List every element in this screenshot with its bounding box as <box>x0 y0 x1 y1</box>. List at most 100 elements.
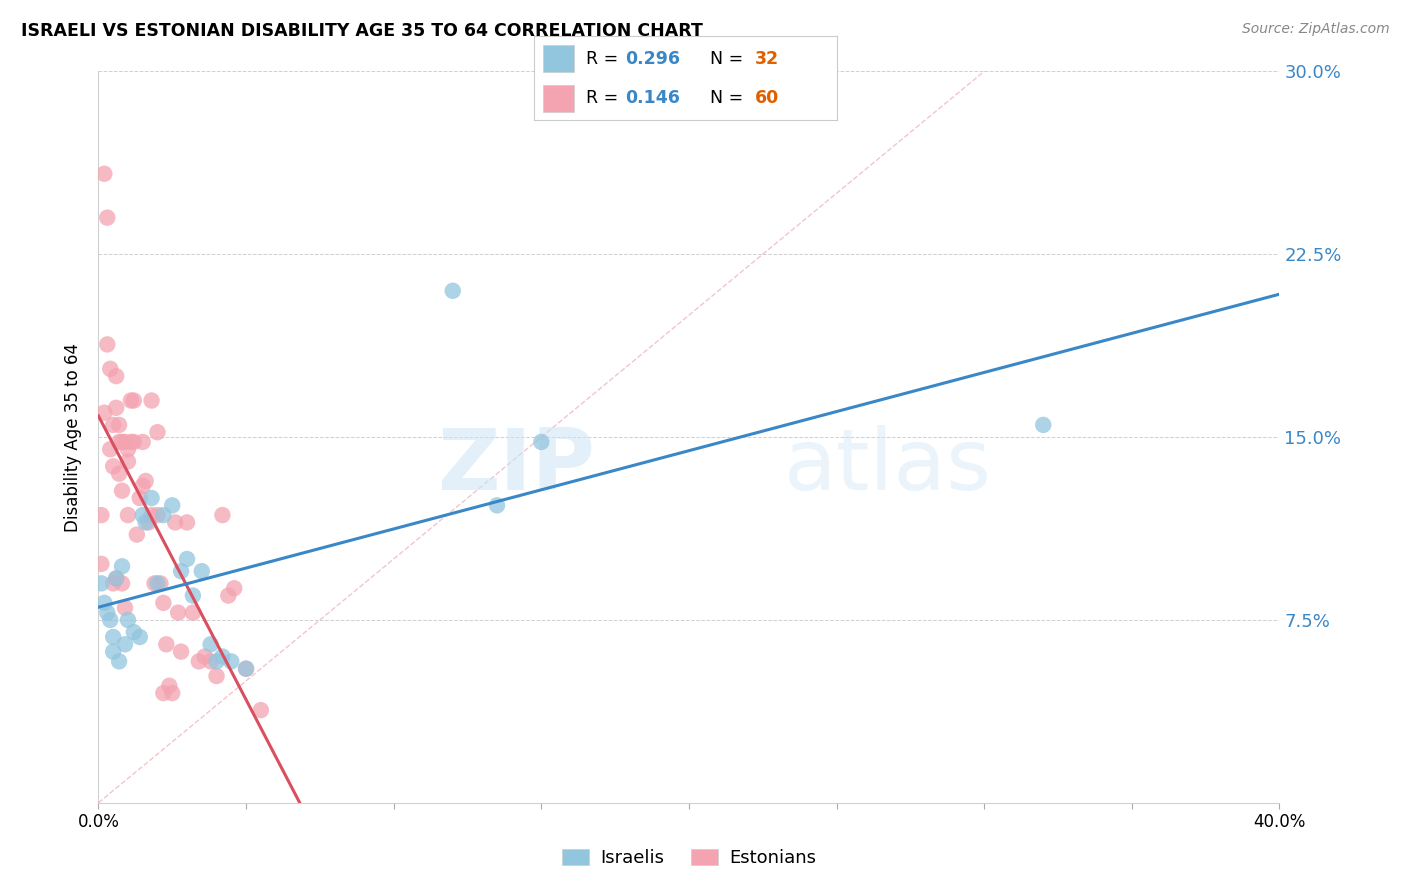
Point <box>170 564 193 578</box>
Point <box>250 703 273 717</box>
Point <box>191 564 214 578</box>
Point <box>146 425 169 440</box>
Point <box>98 442 121 457</box>
Point <box>141 491 163 505</box>
Point <box>98 361 121 376</box>
Point <box>200 637 222 651</box>
Point <box>167 606 190 620</box>
Point <box>170 645 193 659</box>
Point <box>96 211 118 225</box>
Point <box>111 483 134 498</box>
Point <box>162 686 183 700</box>
Point <box>114 637 136 651</box>
Text: atlas: atlas <box>783 425 991 508</box>
Point <box>486 499 509 513</box>
Point <box>105 572 128 586</box>
Bar <box>543 45 574 72</box>
Point <box>117 442 139 457</box>
Text: R =: R = <box>586 89 623 107</box>
Point <box>217 589 239 603</box>
Point <box>141 508 163 522</box>
Point <box>111 559 134 574</box>
Text: 0.296: 0.296 <box>624 50 681 68</box>
Point <box>149 576 172 591</box>
Text: ZIP: ZIP <box>437 425 595 508</box>
Point <box>221 654 243 668</box>
Text: N =: N = <box>710 89 748 107</box>
Point <box>132 434 155 449</box>
Point <box>146 508 169 522</box>
Point <box>114 434 136 449</box>
Text: N =: N = <box>710 50 748 68</box>
Point <box>117 613 139 627</box>
Text: 0.146: 0.146 <box>624 89 681 107</box>
Point <box>138 516 160 530</box>
Point <box>105 572 128 586</box>
Point <box>90 508 112 522</box>
Point <box>103 459 125 474</box>
Point <box>152 686 174 700</box>
Point <box>103 417 125 432</box>
Text: Source: ZipAtlas.com: Source: ZipAtlas.com <box>1241 22 1389 37</box>
Point <box>90 576 112 591</box>
Point <box>143 576 166 591</box>
Point <box>120 393 142 408</box>
Point <box>93 596 115 610</box>
Point <box>211 649 233 664</box>
Point <box>165 516 187 530</box>
Point <box>176 552 198 566</box>
Point <box>128 630 150 644</box>
Point <box>1032 417 1054 432</box>
Point <box>141 393 163 408</box>
Text: 32: 32 <box>755 50 779 68</box>
Point <box>125 527 148 541</box>
Point <box>103 630 125 644</box>
Point <box>108 467 131 481</box>
Legend: Israelis, Estonians: Israelis, Estonians <box>555 841 823 874</box>
Point <box>117 508 139 522</box>
Point <box>152 508 174 522</box>
Point <box>132 508 155 522</box>
Text: 60: 60 <box>755 89 779 107</box>
Point <box>111 576 134 591</box>
Point <box>120 434 142 449</box>
Text: ISRAELI VS ESTONIAN DISABILITY AGE 35 TO 64 CORRELATION CHART: ISRAELI VS ESTONIAN DISABILITY AGE 35 TO… <box>21 22 703 40</box>
Point <box>96 337 118 351</box>
Point <box>98 613 121 627</box>
Point <box>122 434 145 449</box>
Point <box>90 557 112 571</box>
Point <box>152 596 174 610</box>
Point <box>114 600 136 615</box>
Point <box>105 369 128 384</box>
Point <box>235 662 257 676</box>
Point <box>194 649 217 664</box>
Point <box>122 625 145 640</box>
Text: R =: R = <box>586 50 623 68</box>
Point <box>181 606 204 620</box>
Point <box>108 417 131 432</box>
Point <box>132 479 155 493</box>
Point <box>157 679 180 693</box>
Bar <box>543 85 574 112</box>
Point <box>205 654 228 668</box>
Point <box>117 454 139 468</box>
Point <box>211 508 233 522</box>
Point <box>176 516 198 530</box>
Point <box>122 393 145 408</box>
Y-axis label: Disability Age 35 to 64: Disability Age 35 to 64 <box>65 343 83 532</box>
Point <box>224 581 246 595</box>
Point <box>128 491 150 505</box>
Point <box>103 645 125 659</box>
Point <box>93 406 115 420</box>
Point <box>235 662 257 676</box>
Point <box>111 434 134 449</box>
Point <box>181 589 204 603</box>
Point <box>441 284 464 298</box>
Point <box>108 654 131 668</box>
Point <box>530 434 553 449</box>
Point <box>108 434 131 449</box>
Point <box>205 669 228 683</box>
Point <box>103 576 125 591</box>
Point <box>146 576 169 591</box>
Point <box>135 516 157 530</box>
